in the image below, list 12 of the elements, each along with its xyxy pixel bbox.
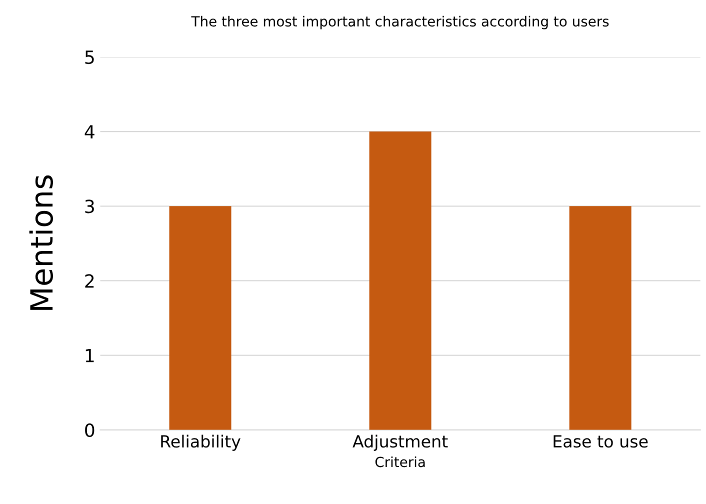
y-tick-label: 3 <box>85 200 94 214</box>
x-tick-label: Adjustment <box>352 434 448 451</box>
y-tick-label: 1 <box>86 349 94 362</box>
x-tick-label: Ease to use <box>554 435 648 448</box>
x-tick-label: Reliability <box>161 434 240 451</box>
chart-title: The three most important characteristics according to users <box>191 16 609 30</box>
y-tick-label: 4 <box>84 125 94 138</box>
x-axis-title: Criteria <box>375 456 425 468</box>
y-tick-label: 2 <box>85 274 94 288</box>
y-tick-label: 0 <box>85 423 94 438</box>
y-axis-title: Mentions <box>29 175 53 310</box>
y-tick-label: 5 <box>85 50 94 64</box>
